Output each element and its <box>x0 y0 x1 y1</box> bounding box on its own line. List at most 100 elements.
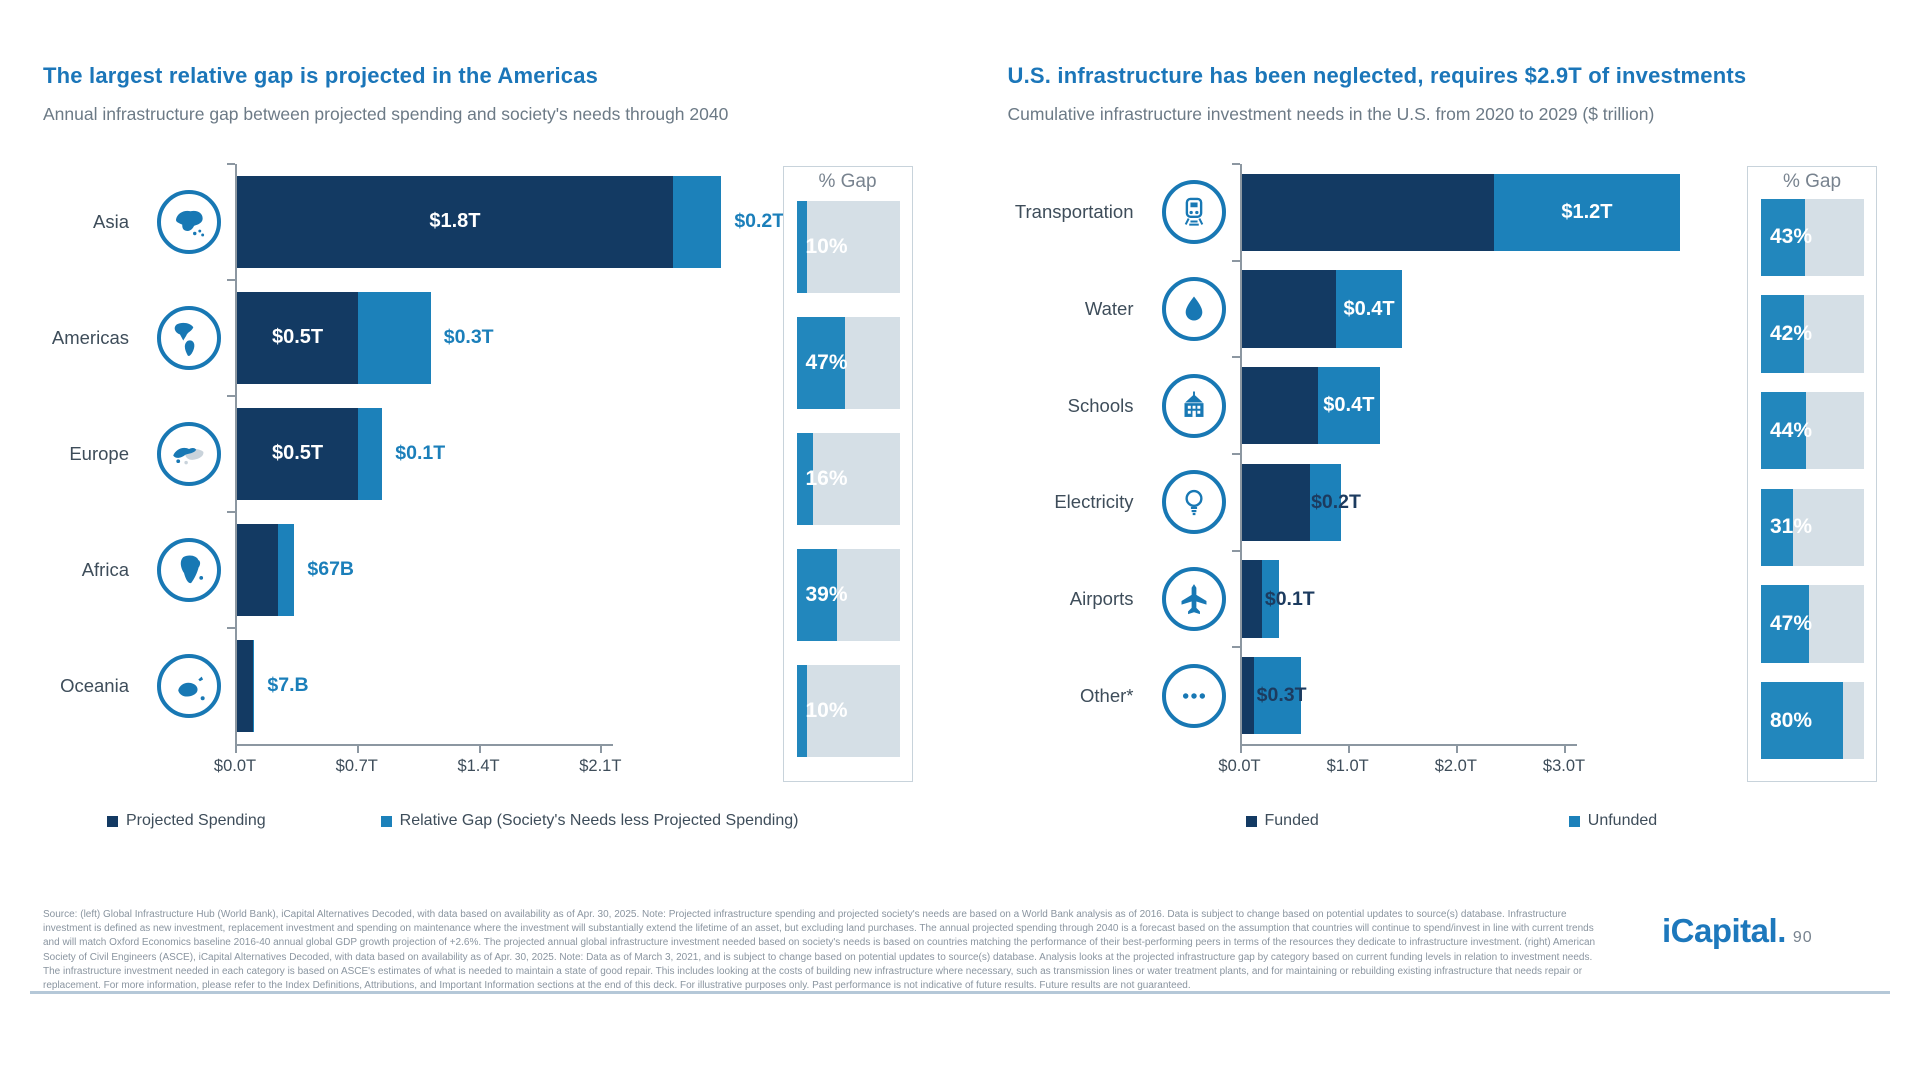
bar-value-label: $1.8T <box>429 210 481 233</box>
pct-gap-bar: 31% <box>1761 488 1864 567</box>
legend-label: Projected Spending <box>126 812 266 829</box>
x-tick-label: $0.7T <box>335 757 378 775</box>
x-axis: $0.0T $0.7T $1.4T $2.1T <box>214 744 621 786</box>
category-label: Electricity <box>1054 491 1134 513</box>
relative-segment <box>672 175 722 269</box>
funded-segment <box>1241 657 1254 735</box>
africa-globe-icon <box>157 538 221 602</box>
legend: Funded Unfunded <box>1008 812 1878 830</box>
gap-value-label: $0.2T <box>734 210 785 233</box>
funded-segment <box>1241 367 1318 445</box>
bar-rows: Transportation $1.2T Water $0.4T Schools $0.4… <box>1008 163 1728 745</box>
pct-gap-panel: % Gap 10% 47% 16% 39% 10% <box>782 166 913 782</box>
gap-value-label: $7.B <box>267 674 309 697</box>
category-label: Other* <box>1080 684 1134 706</box>
school-icon <box>1161 373 1226 438</box>
tick-mark-icon <box>235 746 237 753</box>
pct-gap-row: 43% <box>1761 189 1864 286</box>
funded-segment <box>1241 560 1262 638</box>
chart-row: Africa $67B <box>43 511 763 628</box>
stacked-bar: $1.2T <box>1241 173 1681 251</box>
legend-item-relative-gap: Relative Gap (Society's Needs less Proje… <box>380 812 798 830</box>
asia-globe-icon <box>157 190 221 254</box>
chart-row: Water $0.4T <box>1008 259 1728 358</box>
footer: Source: (left) Global Infrastructure Hub… <box>43 908 1877 993</box>
category-label: Africa <box>81 559 129 580</box>
pct-gap-fill <box>796 664 807 758</box>
x-tick-label: $1.4T <box>457 757 500 775</box>
stacked-bar: $67B <box>237 523 354 617</box>
bar-value-label: $1.2T <box>1561 200 1613 223</box>
global-gap-chart: The largest relative gap is projected in… <box>43 62 913 830</box>
x-tick-label: $1.0T <box>1326 757 1369 775</box>
funded-segment <box>1241 463 1310 542</box>
pct-gap-fill <box>1761 682 1844 760</box>
pct-gap-rows: 43% 42% 44% 31% 47% 80% <box>1761 189 1864 769</box>
pct-gap-fill <box>796 548 837 642</box>
bar-value-label: $0.5T <box>271 442 324 465</box>
chart-plot-area: Transportation $1.2T Water $0.4T Schools $0.4… <box>1008 163 1877 786</box>
chart-row: Other* $0.3T <box>1008 646 1728 745</box>
pct-gap-label: 42% <box>1770 322 1813 345</box>
relative-segment <box>278 523 295 617</box>
pct-gap-fill <box>1761 585 1810 663</box>
pct-gap-bar: 10% <box>796 200 900 294</box>
chart-title: U.S. infrastructure has been neglected, … <box>1007 63 1747 88</box>
pct-gap-fill <box>796 432 813 526</box>
unfunded-segment <box>1309 463 1342 542</box>
pct-gap-label: 31% <box>1770 515 1813 539</box>
bar-value-label: $0.4T <box>1343 297 1395 320</box>
bar-track: $7.B <box>227 627 763 744</box>
pct-gap-bar: 16% <box>796 432 900 526</box>
gap-value-label: $0.3T <box>443 326 494 349</box>
unfunded-segment <box>1261 560 1279 638</box>
pct-gap-bar: 47% <box>1761 585 1864 663</box>
tick-mark-icon <box>1455 746 1458 753</box>
ellipsis-icon <box>1161 663 1226 728</box>
pct-gap-label: 44% <box>1770 418 1813 442</box>
icon-cell <box>143 306 235 370</box>
legend-item-projected-spending: Projected Spending <box>107 812 266 830</box>
bar-value-label: $0.4T <box>1323 394 1375 417</box>
x-tick-label: $3.0T <box>1542 757 1586 775</box>
legend-swatch-dark-icon <box>1245 815 1257 827</box>
bar-track: $0.3T <box>1231 646 1728 745</box>
chart-row: Transportation $1.2T <box>1008 163 1728 261</box>
icon-cell <box>143 538 235 602</box>
tick-mark-icon <box>478 746 481 753</box>
pct-gap-row: 44% <box>1761 382 1864 479</box>
bar-track: $0.5T $0.1T <box>227 395 763 512</box>
chart-subtitle: Cumulative infrastructure investment nee… <box>1007 104 1655 124</box>
x-tick-label: $0.0T <box>213 757 257 775</box>
pct-gap-row: 80% <box>1761 672 1864 769</box>
stacked-bar: $0.4T <box>1241 270 1402 348</box>
pct-gap-bar: 44% <box>1761 392 1864 470</box>
category-label: Schools <box>1067 394 1134 416</box>
stacked-bar: $7.B <box>237 639 309 733</box>
stacked-bar: $0.1T <box>1241 560 1315 638</box>
pct-gap-bar: 10% <box>796 664 900 758</box>
relative-segment <box>358 407 383 501</box>
legend-swatch-dark-icon <box>107 815 118 827</box>
pct-gap-row: 16% <box>796 421 900 537</box>
x-axis: $0.0T $1.0T $2.0T $3.0T <box>1218 744 1585 786</box>
bar-track: $0.1T <box>1231 549 1728 648</box>
stacked-bar: $0.4T <box>1241 367 1380 445</box>
legend-item-unfunded: Unfunded <box>1568 812 1658 830</box>
gap-value-label: $0.1T <box>395 442 446 465</box>
pct-gap-label: 16% <box>805 466 848 490</box>
icon-cell <box>143 422 235 486</box>
pct-gap-label: 47% <box>805 350 848 374</box>
bar-track: $1.2T <box>1231 163 1728 261</box>
bar-track: $0.5T $0.3T <box>227 279 763 396</box>
pct-gap-row: 47% <box>796 305 900 421</box>
legend-swatch-light-icon <box>1568 815 1580 827</box>
projected spending-segment <box>237 639 253 733</box>
legend-label: Unfunded <box>1587 812 1658 829</box>
pct-gap-fill <box>1761 488 1793 567</box>
pct-gap-label: 43% <box>1770 225 1813 249</box>
pct-gap-row: 31% <box>1761 479 1864 576</box>
pct-gap-panel: % Gap 43% 42% 44% 31% 47% 80% <box>1747 166 1877 782</box>
chart-row: Airports $0.1T <box>1008 549 1728 648</box>
projected spending-segment <box>237 407 359 501</box>
